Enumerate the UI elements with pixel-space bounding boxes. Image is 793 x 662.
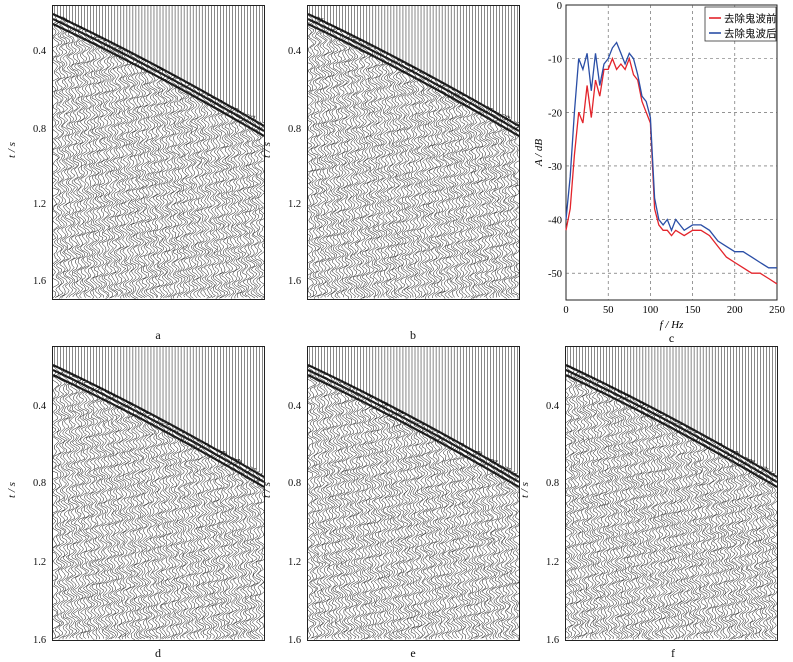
panel-f: t / s 0.4 0.8 1.2 1.6 f xyxy=(515,340,793,662)
seismic-wiggle-traces xyxy=(53,347,264,640)
y-tick-b-3: 1.2 xyxy=(288,199,302,210)
seismic-wiggle-traces xyxy=(53,6,264,299)
y-tick-d-2: 0.8 xyxy=(33,478,47,489)
legend-box xyxy=(704,6,777,42)
panel-caption-e: e xyxy=(410,646,416,660)
x-tick-label: 150 xyxy=(685,305,701,316)
y-tick-label: 0 xyxy=(557,1,562,12)
y-axis-label-e: t / s xyxy=(260,482,273,498)
seismic-plot-a xyxy=(52,5,265,300)
y-tick-b-4: 1.6 xyxy=(288,276,302,287)
series-line-1 xyxy=(565,56,778,285)
seismic-plot-f xyxy=(565,346,778,641)
panel-b: t / s 0.4 0.8 1.2 1.6 b xyxy=(257,0,527,345)
y-tick-f-1: 0.4 xyxy=(546,401,560,412)
y-tick-b-1: 0.4 xyxy=(288,46,302,57)
y-tick-e-2: 0.8 xyxy=(288,478,302,489)
panel-caption-f: f xyxy=(671,646,675,660)
panel-caption-a: a xyxy=(155,328,161,342)
y-tick-e-3: 1.2 xyxy=(288,557,302,568)
y-tick-b-2: 0.8 xyxy=(288,124,302,135)
y-tick-e-1: 0.4 xyxy=(288,401,302,412)
x-tick-label: 250 xyxy=(769,305,785,316)
y-tick-f-2: 0.8 xyxy=(546,478,560,489)
y-tick-f-3: 1.2 xyxy=(546,557,560,568)
x-tick-label: 0 xyxy=(563,305,568,316)
y-axis-label-d: t / s xyxy=(5,482,18,498)
x-tick-label: 100 xyxy=(643,305,659,316)
y-axis-label-b: t / s xyxy=(260,142,273,158)
seismic-plot-d xyxy=(52,346,265,641)
x-tick-label: 200 xyxy=(727,305,743,316)
legend-entry-1: 去除鬼波前 xyxy=(724,12,777,25)
legend-entry-2: 去除鬼波后 xyxy=(724,27,777,40)
x-axis-label: f / Hz xyxy=(660,319,685,331)
panel-caption-c: c xyxy=(669,331,674,345)
y-tick-f-4: 1.6 xyxy=(546,635,560,646)
panel-c: 0 50 100 150 200 250 0 -10 -20 -30 -40 -50 去除鬼波前 去除鬼波… xyxy=(530,0,793,345)
plot-area xyxy=(565,4,778,301)
y-tick-d-3: 1.2 xyxy=(33,557,47,568)
panel-caption-b: b xyxy=(410,328,416,342)
y-axis-label-f: t / s xyxy=(518,482,531,498)
panel-e: t / s 0.4 0.8 1.2 1.6 e xyxy=(257,340,527,662)
seismic-wiggle-traces xyxy=(308,6,519,299)
seismic-wiggle-traces xyxy=(308,347,519,640)
seismic-plot-b xyxy=(307,5,520,300)
seismic-wiggle-traces xyxy=(566,347,777,640)
y-axis-label-a: t / s xyxy=(5,142,18,158)
panel-caption-d: d xyxy=(155,646,161,660)
y-tick-label: -20 xyxy=(548,108,562,119)
panel-d: t / s 0.4 0.8 1.2 1.6 d xyxy=(0,340,270,662)
seismic-plot-e xyxy=(307,346,520,641)
y-tick-a-4: 1.6 xyxy=(33,276,47,287)
y-tick-d-4: 1.6 xyxy=(33,635,47,646)
y-tick-label: -10 xyxy=(548,55,562,66)
spectrum-chart: 0 50 100 150 200 2500-10-20-30-40-50去除鬼波前去除鬼波… xyxy=(533,1,785,345)
y-tick-a-1: 0.4 xyxy=(33,46,47,57)
y-tick-e-4: 1.6 xyxy=(288,635,302,646)
y-tick-d-1: 0.4 xyxy=(33,401,47,412)
y-tick-a-2: 0.8 xyxy=(33,124,47,135)
panel-a: t / s 0.4 0.8 1.2 1.6 a xyxy=(0,0,270,345)
series-line-2 xyxy=(565,41,777,269)
y-tick-label: -30 xyxy=(548,162,562,173)
y-tick-label: -50 xyxy=(548,269,562,280)
x-tick-label: 50 xyxy=(603,305,614,316)
y-tick-label: -40 xyxy=(548,216,562,227)
y-axis-label: A / dB xyxy=(533,139,545,168)
y-tick-a-3: 1.2 xyxy=(33,199,47,210)
